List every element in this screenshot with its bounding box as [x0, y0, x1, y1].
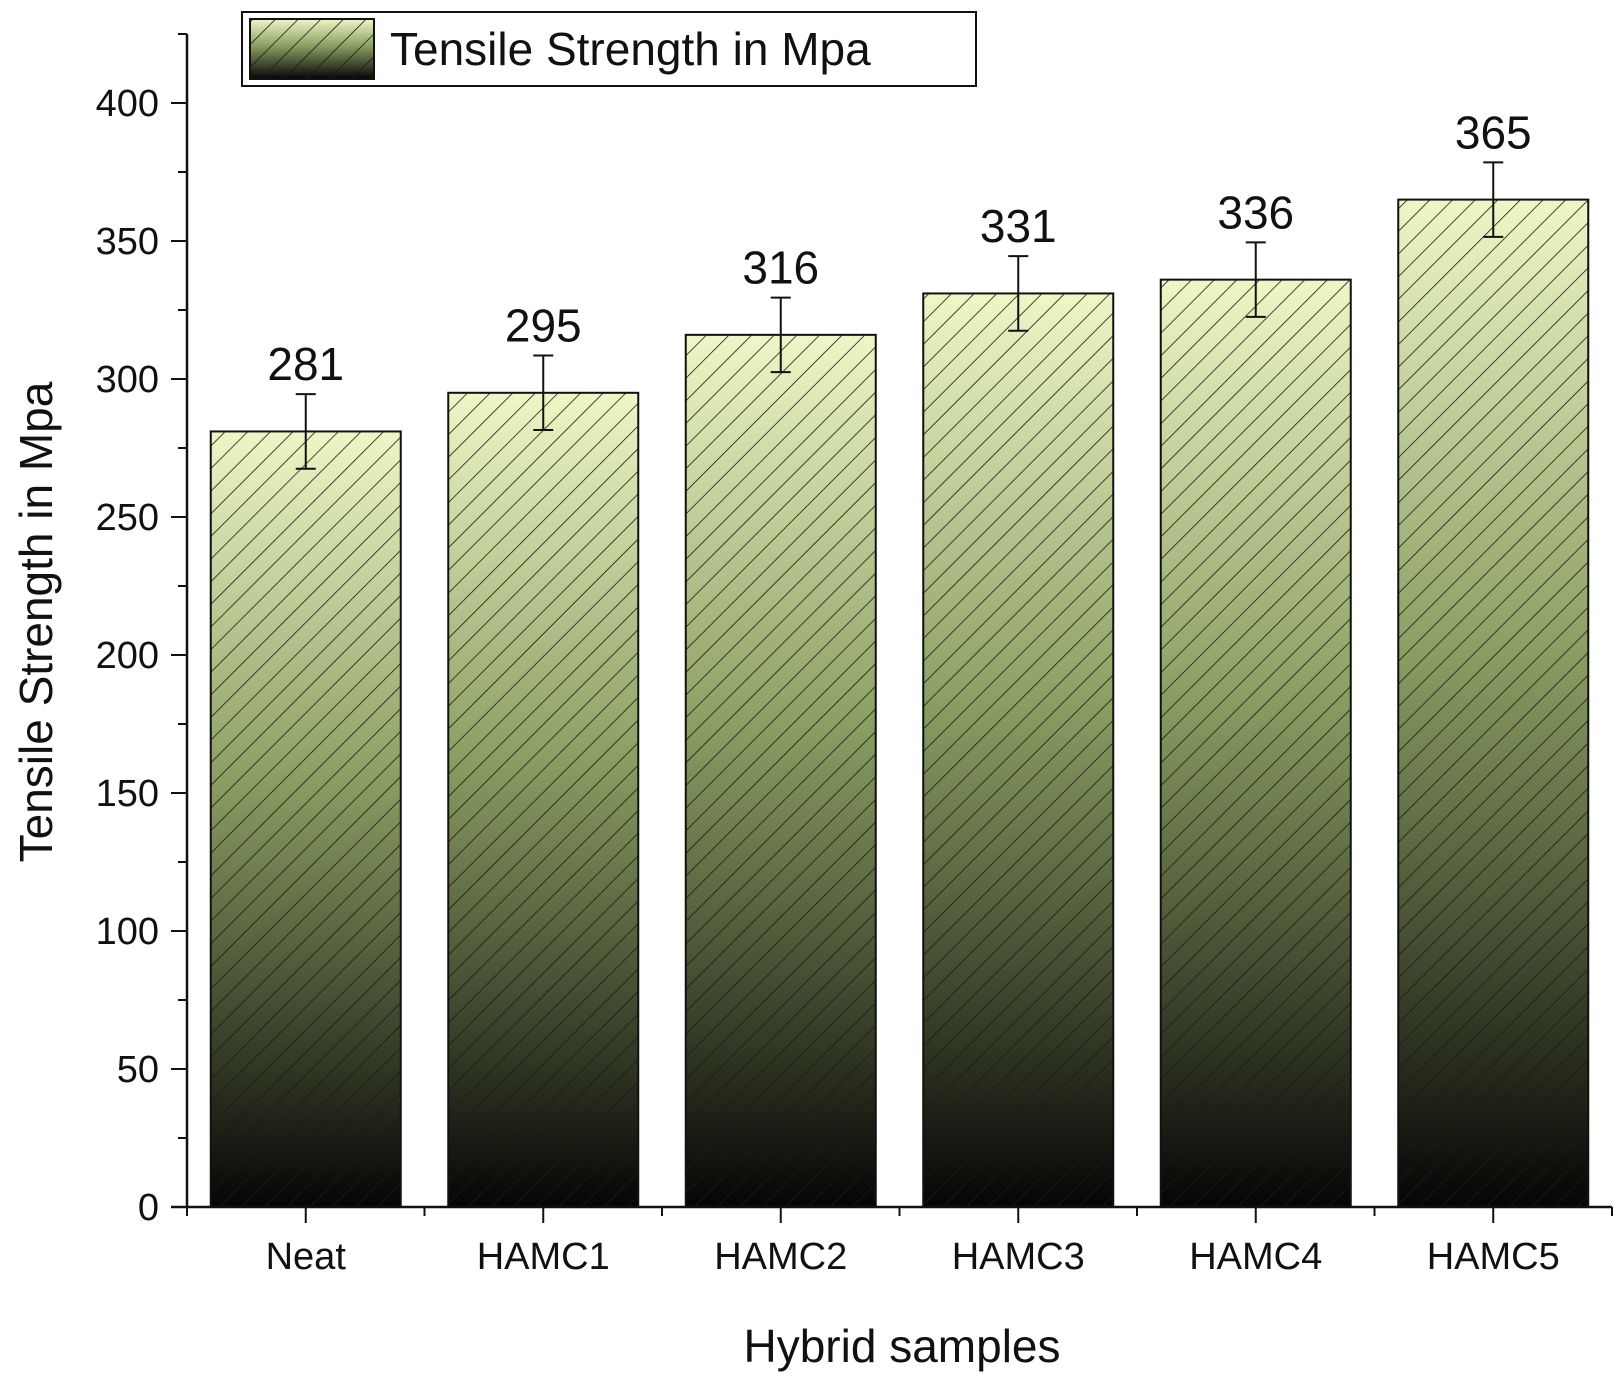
legend-entry-label: Tensile Strength in Mpa: [390, 23, 871, 75]
data-label-hamc3: 331: [980, 200, 1057, 252]
error-bar-hamc3: [1008, 255, 1029, 332]
bar-hatch-hamc3: [922, 292, 1115, 1208]
y-tick-label-0: 0: [138, 1187, 159, 1229]
y-tick-label-150: 150: [96, 773, 159, 815]
error-bar-hamc4: [1245, 241, 1266, 318]
bar-hatch-hamc5: [1397, 198, 1590, 1209]
error-bar-neat: [295, 393, 316, 470]
x-tick-label-hamc5: HAMC5: [1427, 1236, 1560, 1278]
error-bar-hamc5: [1483, 161, 1504, 238]
legend-swatch-hatch: [250, 19, 374, 79]
error-bar-hamc1: [533, 354, 554, 432]
legend: Tensile Strength in Mpa: [241, 11, 977, 87]
x-tick-label-hamc3: HAMC3: [952, 1236, 1085, 1278]
bar-hatch-hamc1: [447, 391, 640, 1208]
bar-hatch-neat: [209, 430, 402, 1208]
x-tick-label-hamc2: HAMC2: [714, 1236, 847, 1278]
y-tick-label-200: 200: [96, 635, 159, 677]
x-axis-title: Hybrid samples: [744, 1320, 1061, 1372]
y-tick-label-350: 350: [96, 221, 159, 263]
x-tick-label-neat: Neat: [266, 1236, 347, 1278]
error-bar-hamc2: [770, 296, 791, 374]
x-tick-label-hamc4: HAMC4: [1189, 1236, 1322, 1278]
y-tick-label-50: 50: [117, 1049, 159, 1091]
y-tick-label-100: 100: [96, 911, 159, 953]
y-tick-label-400: 400: [96, 83, 159, 125]
data-label-hamc1: 295: [505, 300, 582, 352]
data-label-neat: 281: [267, 338, 344, 390]
data-label-hamc4: 336: [1217, 186, 1294, 238]
y-axis-title: Tensile Strength in Mpa: [10, 381, 62, 862]
data-label-hamc5: 365: [1455, 106, 1532, 158]
bar-hatch-hamc2: [684, 333, 877, 1208]
y-tick-label-300: 300: [96, 359, 159, 401]
y-tick-label-250: 250: [96, 497, 159, 539]
x-tick-label-hamc1: HAMC1: [477, 1236, 610, 1278]
bar-hatch-hamc4: [1159, 278, 1352, 1208]
plot-area: 281 295 316 331 336 365 0 50 100 150 200 250 300 350 4…: [96, 33, 1613, 1278]
data-label-hamc2: 316: [742, 242, 819, 294]
